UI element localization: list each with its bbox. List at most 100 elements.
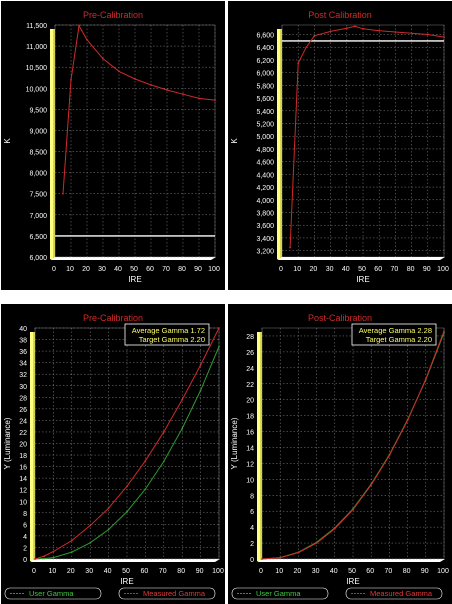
data-point	[370, 484, 373, 486]
y-axis-bar-shade	[33, 332, 35, 561]
data-point	[126, 510, 128, 513]
chart-panel-1: Pre-Calibration 6,000 6,500 7,000 7,500 8,000…	[1, 1, 225, 290]
legend-label: User Gamma	[29, 589, 74, 598]
data-point	[297, 551, 300, 554]
data-point	[426, 33, 429, 36]
data-point	[162, 431, 165, 433]
post-calibration-gamma-chart: Post-Calibration024681012141618202224262…	[230, 313, 449, 600]
y-tick-label: 40	[19, 326, 27, 333]
data-point	[181, 427, 184, 430]
x-tick-label: 90	[423, 266, 431, 273]
y-tick-label: 2	[23, 545, 27, 552]
legend-item	[231, 587, 329, 600]
target-gamma-text: Target Gamma 2.20	[139, 335, 205, 344]
y-axis-bar	[30, 332, 35, 561]
data-point	[198, 97, 200, 100]
chart-title: Pre-Calibration	[83, 10, 143, 20]
x-tick-label: 60	[366, 568, 374, 575]
target-gamma-text: Target Gamma 2.20	[366, 335, 432, 344]
y-tick-label: 14	[246, 445, 254, 452]
data-point	[279, 556, 282, 559]
y-tick-label: 5,000	[256, 134, 274, 141]
data-point	[43, 557, 46, 560]
data-point	[443, 330, 445, 333]
y-axis-bar-shade	[53, 29, 55, 259]
average-gamma-text: Average Gamma 1.72	[132, 326, 205, 335]
y-tick-label: 11,000	[26, 44, 47, 51]
x-tick-label: 30	[326, 266, 334, 273]
legend-item	[4, 587, 102, 600]
y-tick-label: 16	[246, 430, 254, 437]
data-point	[181, 398, 184, 401]
x-tick-label: 70	[159, 568, 167, 575]
x-tick-label: 100	[437, 266, 449, 273]
data-point	[34, 558, 36, 560]
y-axis-bar-shade	[280, 29, 282, 259]
data-point	[162, 460, 165, 463]
y-tick-label: 4,400	[256, 172, 274, 179]
y-tick-label: 16	[19, 465, 27, 472]
data-point	[214, 99, 216, 101]
y-tick-label: 24	[246, 366, 254, 373]
y-tick-label: 5,200	[256, 122, 274, 129]
data-point	[394, 31, 397, 33]
y-axis-label: K	[230, 138, 239, 144]
x-tick-label: 20	[82, 266, 90, 273]
y-axis-bar-shade	[260, 332, 262, 561]
data-point	[126, 485, 128, 488]
y-tick-label: 26	[19, 407, 27, 414]
x-tick-label: 70	[385, 568, 393, 575]
data-point	[166, 89, 168, 91]
x-axis-label: IRE	[346, 577, 359, 586]
data-point	[333, 527, 336, 530]
y-tick-label: 3,600	[256, 223, 274, 230]
series-line-1	[34, 346, 220, 560]
y-tick-label: 6,200	[256, 58, 274, 65]
x-tick-label: 60	[146, 266, 154, 273]
x-tick-label: 100	[212, 568, 224, 575]
y-tick-label: 3,200	[256, 249, 274, 256]
y-tick-label: 12	[19, 488, 27, 495]
x-axis-floor	[30, 559, 220, 562]
y-axis-bar	[257, 332, 262, 561]
data-point	[443, 36, 445, 38]
y-axis-label: Y (Luminance)	[230, 417, 239, 469]
y-tick-label: 3,800	[256, 211, 274, 218]
data-point	[354, 25, 356, 28]
x-tick-label: 10	[275, 568, 283, 575]
data-point	[62, 192, 64, 195]
gamma-info-box	[124, 323, 210, 346]
y-tick-label: 6,000	[29, 255, 47, 262]
x-tick-label: 50	[348, 568, 356, 575]
legend-label: Measured Gamma	[143, 589, 206, 598]
y-tick-label: 4,000	[256, 198, 274, 205]
data-point	[182, 93, 184, 96]
series-line-1	[62, 24, 216, 194]
x-tick-label: 30	[98, 266, 106, 273]
y-axis-label: Y (Luminance)	[3, 417, 12, 469]
data-point	[410, 32, 413, 35]
pre-calibration-color-temperature-chart: Pre-Calibration 6,000 6,500 7,000 7,500 8,000…	[3, 10, 220, 284]
data-point	[313, 34, 316, 37]
x-tick-label: 100	[437, 568, 449, 575]
data-point	[305, 46, 308, 49]
x-tick-label: 20	[294, 568, 302, 575]
x-tick-label: 50	[130, 266, 138, 273]
y-tick-label: 9,000	[29, 128, 47, 135]
x-tick-label: 0	[259, 568, 263, 575]
y-tick-label: 2	[250, 541, 254, 548]
legend-item	[345, 587, 443, 600]
y-tick-label: 8	[23, 511, 27, 518]
x-tick-label: 30	[85, 568, 93, 575]
post-calibration-color-temperature-chart: Post Calibration 3,200 3,400 3,600 3,800 4,00…	[230, 10, 449, 284]
y-tick-label: 4	[250, 525, 254, 532]
y-tick-label: 8	[250, 493, 254, 500]
data-point	[70, 539, 73, 542]
data-point	[52, 556, 55, 559]
y-tick-label: 8,500	[29, 150, 47, 157]
y-tick-label: 4	[23, 534, 27, 541]
data-point	[150, 83, 152, 86]
y-tick-label: 5,600	[256, 96, 274, 103]
x-axis-floor	[50, 257, 216, 260]
gamma-info-box	[351, 323, 437, 346]
